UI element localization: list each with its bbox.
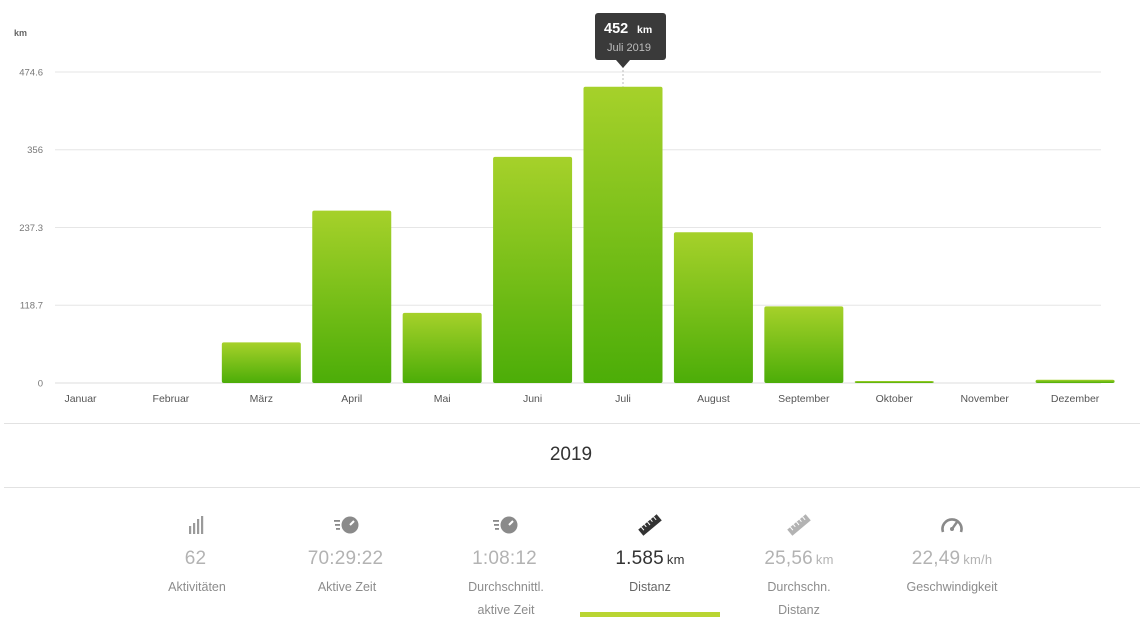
tooltip-box: [595, 13, 666, 60]
stat-avg-distance[interactable]: 25,56 km Durchschn. Distanz: [729, 510, 869, 622]
y-tick-label: 237.3: [19, 223, 43, 234]
x-tick-label: November: [960, 393, 1009, 405]
bar-april[interactable]: [312, 210, 392, 383]
speedometer-icon: [882, 510, 1022, 540]
year-divider: [4, 487, 1140, 488]
active-stat-indicator: [580, 612, 720, 617]
ruler-icon: [580, 510, 720, 540]
bar-oktober[interactable]: [854, 381, 934, 383]
stat-label: Geschwindigkeit: [906, 580, 998, 594]
stat-active-time[interactable]: 70:29:22 Aktive Zeit: [277, 510, 417, 599]
stat-distance[interactable]: 1.585 km Distanz: [580, 510, 720, 617]
stat-label: Distanz: [629, 580, 671, 594]
x-tick-label: Mai: [434, 393, 451, 405]
x-tick-label: Juli: [615, 393, 631, 405]
stat-label: Durchschnittl.: [468, 580, 544, 594]
stat-speed[interactable]: 22,49 km/h Geschwindigkeit: [882, 510, 1022, 599]
stat-label-2: aktive Zeit: [477, 603, 535, 617]
tooltip-label: Juli 2019: [607, 42, 651, 54]
ruler-icon: [729, 510, 869, 540]
x-tick-label: September: [778, 393, 830, 405]
stat-label: Aktive Zeit: [317, 580, 377, 594]
x-tick-label: Januar: [64, 393, 97, 405]
tooltip-unit: km: [637, 24, 652, 36]
stat-value: 70:29:22: [307, 548, 384, 569]
x-tick-label: Dezember: [1051, 393, 1100, 405]
tooltip-value: 452: [604, 21, 628, 37]
stat-unit: km: [815, 552, 834, 567]
stat-label-2: Distanz: [778, 603, 820, 617]
stat-value: 1.585: [615, 548, 664, 569]
bar-mai[interactable]: [402, 312, 482, 383]
stopwatch-icon: [277, 510, 417, 540]
bar-juni[interactable]: [493, 156, 573, 383]
stopwatch-icon: [436, 510, 576, 540]
stat-value: 25,56: [764, 548, 813, 569]
stat-label: Aktivitäten: [168, 580, 226, 594]
bar-märz[interactable]: [221, 342, 301, 383]
stat-value: 1:08:12: [472, 548, 537, 569]
y-tick-label: 118.7: [20, 301, 43, 312]
bar-chart-icon: [127, 510, 267, 540]
x-tick-label: Juni: [523, 393, 542, 405]
stat-value: 22,49: [911, 548, 961, 569]
stats-row: 62 Aktivitäten 70:29:22 Aktive Zeit: [0, 510, 1142, 630]
stat-value: 62: [184, 548, 207, 569]
y-axis-unit: km: [14, 28, 28, 38]
bar-dezember[interactable]: [1035, 379, 1115, 383]
stat-label: Durchschn.: [767, 580, 831, 594]
x-tick-label: Februar: [153, 393, 190, 405]
x-tick-label: März: [250, 393, 273, 405]
stat-activities[interactable]: 62 Aktivitäten: [127, 510, 267, 599]
chart-divider: [4, 423, 1140, 424]
y-tick-label: 356: [27, 145, 43, 156]
year-label[interactable]: 2019: [549, 444, 593, 465]
distance-bar-chart: 0 118.7 237.3 356 474.6 Januar Februar März Apr…: [19, 13, 1115, 405]
tooltip-arrow: [616, 60, 630, 68]
stat-unit: km/h: [963, 552, 993, 567]
stat-unit: km: [666, 552, 685, 567]
y-tick-label: 474.6: [19, 68, 43, 79]
x-tick-label: April: [341, 393, 362, 405]
bar-september[interactable]: [764, 306, 844, 383]
y-tick-label: 0: [38, 379, 43, 390]
bar-august[interactable]: [673, 232, 753, 383]
x-tick-label: Oktober: [876, 393, 914, 405]
x-tick-label: August: [697, 393, 730, 405]
tooltip: 452 km Juli 2019: [595, 13, 666, 87]
bar-juli[interactable]: [583, 86, 663, 384]
stat-avg-active-time[interactable]: 1:08:12 Durchschnittl. aktive Zeit: [436, 510, 576, 622]
